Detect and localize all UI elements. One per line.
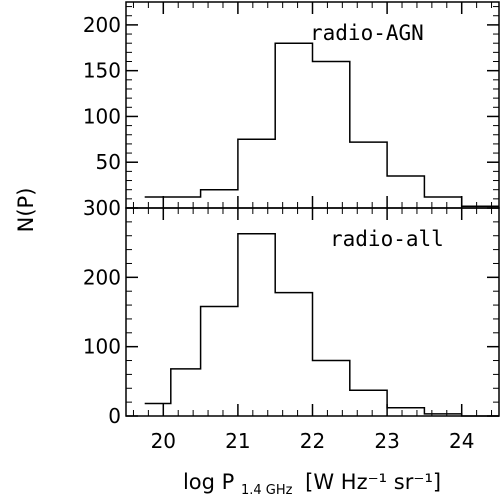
x-tick-label: 24 — [449, 429, 474, 453]
bottom-histogram-bin — [387, 408, 424, 416]
x-axis-title-subscript: 1.4 GHz — [241, 483, 293, 498]
bottom-histogram-bin — [201, 307, 238, 417]
y-axis-title: N(P) — [14, 188, 38, 233]
top-y-tick-label: 100 — [83, 104, 121, 128]
top-histogram-bin — [424, 197, 461, 208]
bottom-histogram-bin — [424, 414, 461, 416]
x-axis-title: log P 1.4 GHz [W Hz⁻¹ sr⁻¹] — [183, 470, 441, 498]
bottom-y-tick-label: 200 — [83, 265, 121, 289]
x-tick-label: 23 — [374, 429, 399, 453]
x-tick-label: 22 — [300, 429, 325, 453]
top-histogram-bin — [313, 62, 350, 209]
top-histogram-bin — [238, 139, 275, 208]
x-tick-label: 21 — [225, 429, 250, 453]
top-histogram-bin — [350, 142, 387, 208]
x-tick-label: 20 — [151, 429, 176, 453]
top-y-tick-label: 150 — [83, 59, 121, 83]
bottom-histogram-bin — [350, 390, 387, 416]
bottom-histogram-line — [144, 232, 499, 417]
chart-marks: 50 100 150 200 0 100 200 300 20 21 22 23 24 — [83, 2, 499, 453]
bottom-histogram-bin — [275, 293, 312, 416]
top-y-tick-label: 200 — [83, 13, 121, 37]
top-panel-label: radio-AGN — [310, 21, 424, 45]
bottom-histogram-bin — [238, 234, 275, 416]
top-histogram-line — [144, 42, 499, 207]
bottom-histogram-bin — [171, 369, 201, 416]
top-histogram-bin — [275, 43, 312, 208]
top-y-tick-label: 50 — [96, 150, 121, 174]
bottom-y-tick-label: 300 — [83, 196, 121, 220]
top-histogram-bin — [201, 190, 238, 208]
bottom-panel-label: radio-all — [330, 227, 444, 251]
x-axis-title-prefix: log P — [183, 470, 234, 494]
top-histogram-bin — [145, 197, 201, 208]
bottom-y-tick-label: 0 — [108, 404, 121, 428]
bottom-histogram-bin — [313, 361, 350, 417]
bottom-y-tick-label: 100 — [83, 335, 121, 359]
top-histogram-bin — [387, 176, 424, 208]
x-axis-title-unit: [W Hz⁻¹ sr⁻¹] — [305, 470, 441, 494]
